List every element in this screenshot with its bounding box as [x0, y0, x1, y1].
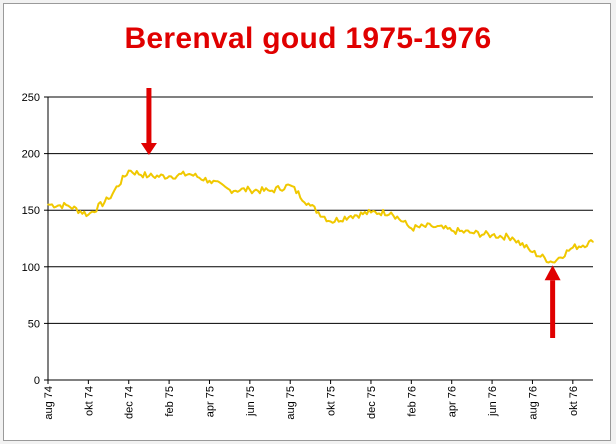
chart-frame: [3, 3, 611, 441]
data-point: [107, 198, 110, 200]
x-tick-label: feb 76: [406, 386, 418, 417]
price-line: [47, 169, 594, 264]
data-point: [491, 234, 493, 236]
arrow-down-icon: [140, 142, 157, 155]
x-tick-label: okt 75: [326, 386, 338, 416]
data-point: [390, 211, 392, 214]
data-point: [289, 184, 292, 187]
x-tick-label: okt 74: [83, 386, 95, 416]
data-point: [87, 213, 90, 216]
y-tick-label: 250: [22, 92, 40, 104]
data-point: [572, 246, 574, 249]
data-point: [309, 204, 312, 207]
x-tick-label: aug 76: [527, 386, 539, 420]
data-point: [531, 251, 534, 253]
y-tick-label: 50: [28, 318, 40, 330]
data-point: [148, 175, 150, 178]
data-point: [349, 215, 352, 217]
data-point: [450, 229, 453, 232]
data-point: [511, 236, 514, 239]
axes: [44, 96, 593, 384]
data-point: [127, 169, 130, 172]
data-point: [269, 190, 271, 192]
x-tick-labels: aug 74 okt 74 dec 74 feb 75 apr 75 jun 75 aug …: [43, 386, 580, 420]
data-point: [67, 204, 69, 207]
x-tick-label: okt 76: [568, 386, 580, 416]
chart-title: Berenval goud 1975-1976: [124, 22, 492, 55]
data-point: [592, 241, 594, 243]
arrows: [140, 88, 561, 338]
x-tick-label: jun 76: [487, 386, 499, 417]
data-point: [551, 261, 554, 264]
grid-lines: [48, 96, 593, 324]
x-tick-label: apr 75: [204, 386, 216, 417]
x-tick-label: feb 75: [164, 386, 176, 417]
data-point: [228, 189, 231, 191]
data-point: [208, 179, 211, 182]
data-point: [430, 225, 433, 227]
arrow-up-icon: [544, 265, 561, 281]
x-tick-label: apr 76: [447, 386, 459, 417]
data-point: [168, 175, 170, 178]
price-line-group: [47, 169, 594, 264]
x-tick-label: aug 75: [285, 386, 297, 420]
x-tick-label: dec 75: [366, 386, 378, 419]
y-tick-labels: 0 50 100 150 200 250: [22, 92, 40, 387]
x-tick-label: jun 75: [245, 386, 257, 417]
data-point: [410, 227, 413, 230]
x-tick-label: aug 74: [43, 386, 55, 420]
y-tick-label: 0: [34, 375, 40, 387]
data-point: [188, 173, 191, 175]
data-point: [471, 232, 473, 234]
y-tick-label: 150: [22, 205, 40, 217]
y-tick-label: 200: [22, 149, 40, 161]
data-point: [47, 203, 49, 206]
data-point: [370, 211, 372, 214]
y-tick-label: 100: [22, 262, 40, 274]
data-point: [329, 220, 332, 223]
x-tick-label: dec 74: [124, 386, 136, 419]
data-point: [249, 189, 251, 191]
